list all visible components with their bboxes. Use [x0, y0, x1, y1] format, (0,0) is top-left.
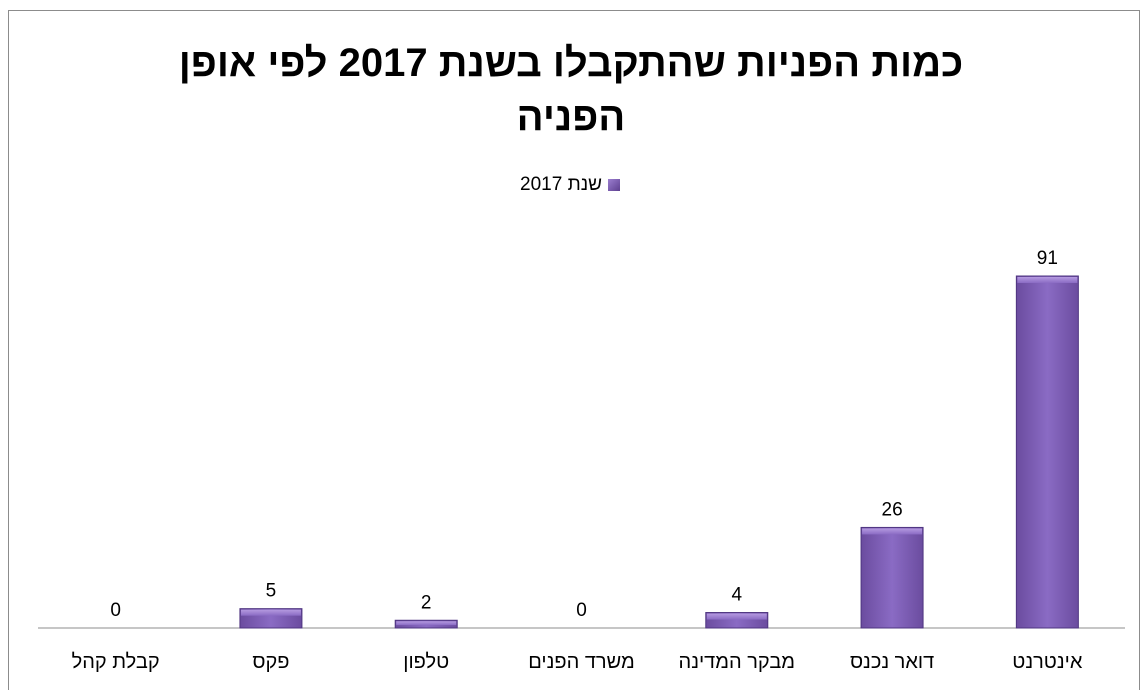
category-label: קבלת קהל: [72, 651, 160, 673]
bar-highlight: [862, 528, 923, 535]
data-label: 26: [882, 499, 903, 520]
bar: [239, 608, 303, 629]
bar-body: [1015, 275, 1079, 629]
chart-title: כמות הפניות שהתקבלו בשנת 2017 לפי אופן ה…: [0, 36, 1142, 144]
data-label: 0: [110, 600, 121, 621]
bar-highlight: [706, 613, 767, 620]
category-label: משרד הפנים: [528, 651, 634, 673]
data-label: 5: [266, 581, 277, 602]
category-label: טלפון: [403, 651, 449, 673]
bar-highlight: [240, 609, 301, 616]
bar: [394, 619, 458, 629]
chart-frame: [8, 10, 1140, 690]
bar-body: [860, 526, 924, 629]
bar-highlight: [396, 621, 457, 626]
category-label: אינטרנט: [1012, 651, 1083, 673]
data-label: 4: [731, 585, 742, 606]
bar: [705, 612, 769, 629]
category-label: דואר נכנס: [850, 651, 934, 673]
data-label: 0: [576, 600, 587, 621]
chart-legend: שנת 2017: [0, 174, 1142, 196]
legend-label: שנת 2017: [520, 174, 602, 195]
legend-swatch: [607, 178, 620, 191]
category-label: מבקר המדינה: [679, 651, 796, 673]
data-label: 91: [1037, 248, 1058, 269]
bar-highlight: [1017, 277, 1078, 283]
bar: [860, 526, 924, 629]
bar: [1015, 275, 1079, 629]
data-label: 2: [421, 592, 432, 613]
category-label: פקס: [252, 651, 289, 673]
chart-title-line-1: כמות הפניות שהתקבלו בשנת 2017 לפי אופן: [178, 41, 964, 85]
chart-title-line-2: הפניה: [516, 95, 626, 139]
